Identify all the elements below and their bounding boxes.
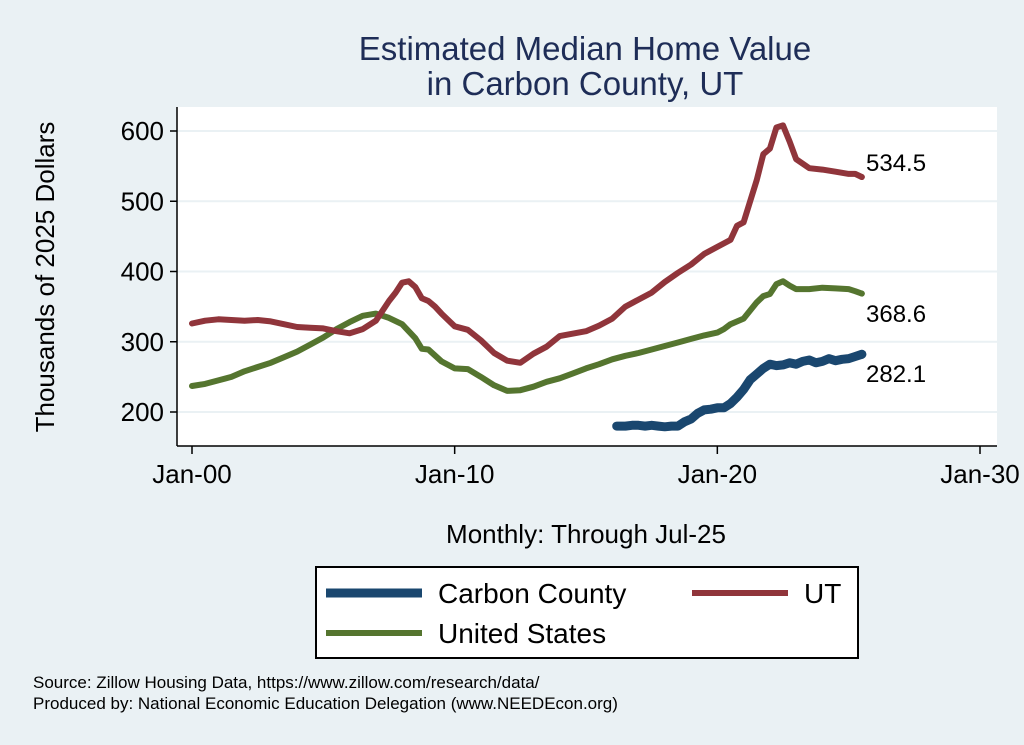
series-line-carbon-county <box>612 349 867 432</box>
producer-note: Produced by: National Economic Education… <box>33 694 618 713</box>
x-tick-label-jan-10: Jan-10 <box>415 459 495 489</box>
y-tick-label-500: 500 <box>121 186 164 216</box>
y-tick-label-600: 600 <box>121 116 164 146</box>
plot-area <box>177 107 997 446</box>
series-end-point-carbon-county <box>857 349 867 359</box>
x-tick-label-jan-20: Jan-20 <box>678 459 758 489</box>
end-label-united-states: 368.6 <box>866 301 926 328</box>
series-end-point-united-states <box>858 290 865 297</box>
y-tick-label-400: 400 <box>121 257 164 287</box>
x-tick-label-jan-00: Jan-00 <box>152 459 232 489</box>
series-end-point-ut <box>858 174 865 181</box>
y-tick-label-300: 300 <box>121 327 164 357</box>
x-tick-label-jan-30: Jan-30 <box>940 459 1020 489</box>
gridlines <box>177 130 997 413</box>
chart-title-line-1: Estimated Median Home Value <box>359 30 811 67</box>
series-line-united-states <box>189 278 865 394</box>
axes: 200 300 400 500 600 Jan-00 Jan-10 Jan-20 Jan-30 <box>121 107 1020 489</box>
source-note: Source: Zillow Housing Data, https://www… <box>33 673 540 692</box>
legend-box <box>315 566 859 659</box>
legend-label-carbon-county: Carbon County <box>438 578 626 609</box>
legend-label-united-states: United States <box>438 618 606 649</box>
end-label-ut: 534.5 <box>866 150 926 177</box>
series-lines <box>189 122 867 432</box>
y-axis-title: Thousands of 2025 Dollars <box>30 122 60 433</box>
end-labels: 282.1 534.5 368.6 <box>866 150 926 388</box>
y-tick-label-200: 200 <box>121 397 164 427</box>
x-axis-title: Monthly: Through Jul-25 <box>446 519 726 549</box>
chart-title-line-2: in Carbon County, UT <box>427 65 744 102</box>
legend: Carbon County UT United States <box>315 566 859 659</box>
legend-label-ut: UT <box>804 578 841 609</box>
end-label-carbon-county: 282.1 <box>866 361 926 388</box>
series-line-ut <box>189 122 865 366</box>
